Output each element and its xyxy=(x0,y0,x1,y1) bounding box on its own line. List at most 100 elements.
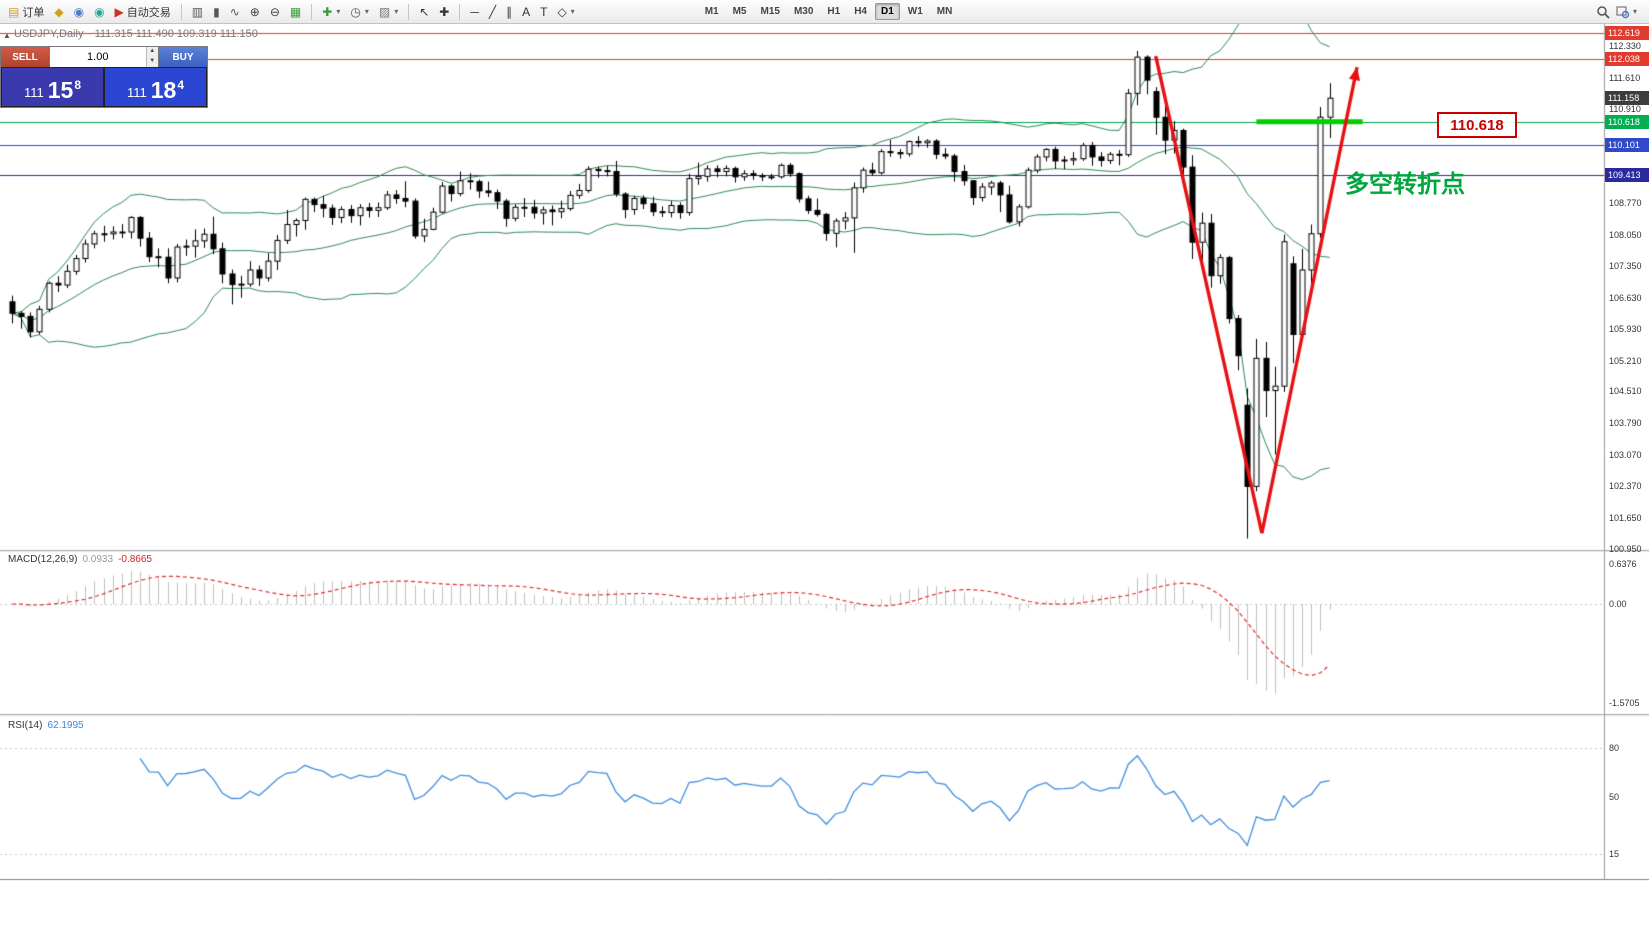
new-chart-button[interactable]: ✚ ▾ xyxy=(318,2,344,22)
timeframe-h4[interactable]: H4 xyxy=(854,6,867,17)
community-button[interactable]: ◉ xyxy=(90,2,108,22)
dropdown-caret-icon: ▾ xyxy=(1632,7,1637,16)
price-axis-tag: 112.038 xyxy=(1605,51,1649,66)
timeframe-m15[interactable]: M15 xyxy=(760,6,780,17)
zoom-out-icon: ⊖ xyxy=(269,4,280,19)
bar-chart-button[interactable]: ▥ xyxy=(188,2,207,22)
timeframe-h1[interactable]: H1 xyxy=(827,6,841,17)
zoom-in-button[interactable]: ⊕ xyxy=(246,2,264,22)
price-axis-tick: 100.950 xyxy=(1609,543,1642,554)
toolbar-separator xyxy=(311,3,313,20)
text-icon: A xyxy=(522,4,531,19)
lot-size-field: ▲ ▼ xyxy=(49,47,159,67)
cursor-button[interactable]: ↖ xyxy=(415,2,433,22)
tile-windows-button[interactable]: ▦ xyxy=(286,2,305,22)
buy-button[interactable]: BUY xyxy=(159,47,207,67)
data-window-button[interactable]: ▾ xyxy=(1616,5,1637,19)
lot-size-input[interactable] xyxy=(50,47,146,67)
sell-price-prefix: 111 xyxy=(23,85,44,101)
lot-increase-button[interactable]: ▲ xyxy=(146,47,158,57)
text-label-button[interactable]: T xyxy=(536,2,551,22)
shapes-button[interactable]: ◇ ▾ xyxy=(553,2,578,22)
lot-decrease-button[interactable]: ▼ xyxy=(146,57,158,67)
zoom-in-icon: ⊕ xyxy=(249,4,260,19)
buy-price-sup: 4 xyxy=(177,78,185,92)
macd-axis-label: -1.5705 xyxy=(1609,697,1640,708)
channel-button[interactable]: ∥ xyxy=(502,2,516,22)
ohlc-values: 111.315 111.490 109.319 111.150 xyxy=(94,28,258,40)
chart-title: USDJPY,Daily 111.315 111.490 109.319 111… xyxy=(14,28,258,40)
auto-trading-icon: ▶ xyxy=(114,4,124,19)
shapes-icon: ◇ xyxy=(557,4,567,19)
line-chart-button[interactable]: ∿ xyxy=(226,2,244,22)
cursor-icon: ↖ xyxy=(419,4,430,19)
dropdown-caret-icon: ▾ xyxy=(336,7,341,16)
horizontal-line-button[interactable]: ─ xyxy=(466,2,483,22)
price-axis[interactable]: 112.330 111.610 110.910 108.770 108.050 107.3… xyxy=(1605,0,1649,947)
chart-wizard-button[interactable]: ◆ xyxy=(50,2,67,22)
community-icon: ◉ xyxy=(94,4,105,19)
line-chart-icon: ∿ xyxy=(229,4,240,19)
collapse-panel-icon[interactable]: ▲ xyxy=(3,31,11,40)
price-axis-tag: 109.413 xyxy=(1605,167,1649,182)
macd-axis-label: 0.00 xyxy=(1609,599,1627,609)
timeframe-m30[interactable]: M30 xyxy=(793,6,814,17)
templates-icon: ▨ xyxy=(378,4,391,19)
price-level-label[interactable]: 110.618 xyxy=(1437,112,1517,138)
price-axis-tick: 108.770 xyxy=(1609,198,1642,209)
timeframe-mn[interactable]: MN xyxy=(936,6,953,17)
timeframe-d1[interactable]: D1 xyxy=(875,3,900,20)
trade-panel-controls: SELL ▲ ▼ BUY xyxy=(1,47,207,67)
dropdown-caret-icon: ▾ xyxy=(570,7,575,16)
search-button[interactable] xyxy=(1596,5,1610,19)
new-chart-icon: ✚ xyxy=(322,4,333,19)
new-order-button-label: 订单 xyxy=(22,6,45,19)
macd-name: MACD(12,26,9) xyxy=(8,554,78,565)
periods-button[interactable]: ◷ ▾ xyxy=(346,2,373,22)
buy-price-big: 18 xyxy=(150,77,177,104)
rsi-axis-label: 50 xyxy=(1609,792,1620,802)
timeframe-buttons: M1 M5 M15 M30 H1 H4 D1 W1 MN xyxy=(699,3,959,20)
lot-spinner: ▲ ▼ xyxy=(145,47,158,67)
crosshair-button[interactable]: ✚ xyxy=(435,2,453,22)
text-label-icon: T xyxy=(540,4,548,19)
price-axis-tick: 111.610 xyxy=(1609,72,1641,83)
one-click-trading-panel: SELL ▲ ▼ BUY 111 15 8 111 18 4 xyxy=(0,46,208,108)
profile-button[interactable]: ◉ xyxy=(70,2,88,22)
zoom-out-button[interactable]: ⊖ xyxy=(266,2,284,22)
price-axis-tag: 111.158 xyxy=(1605,90,1649,105)
buy-price-display[interactable]: 111 18 4 xyxy=(105,68,206,106)
price-axis-tick: 103.070 xyxy=(1609,450,1642,461)
sell-price-sup: 8 xyxy=(74,78,82,92)
auto-trading-button[interactable]: ▶ 自动交易 xyxy=(111,2,175,22)
sell-price-display[interactable]: 111 15 8 xyxy=(2,68,103,106)
toolbar-right: ▾ xyxy=(1596,5,1645,19)
dropdown-caret-icon: ▾ xyxy=(364,7,369,16)
price-axis-tick: 106.630 xyxy=(1609,292,1642,303)
price-axis-tick: 102.370 xyxy=(1609,480,1642,491)
chart-search-icon xyxy=(1616,5,1630,18)
text-button[interactable]: A xyxy=(518,2,534,22)
timeframe-w1[interactable]: W1 xyxy=(907,6,923,17)
price-axis-tick: 107.350 xyxy=(1609,261,1642,272)
price-axis-tick: 108.050 xyxy=(1609,230,1642,241)
price-axis-tag: 112.619 xyxy=(1605,26,1649,41)
toolbar-separator xyxy=(408,3,410,20)
sell-button[interactable]: SELL xyxy=(1,47,49,67)
toolbar-separator xyxy=(180,3,182,20)
price-axis-tag: 110.618 xyxy=(1605,114,1649,129)
templates-button[interactable]: ▨ ▾ xyxy=(375,2,402,22)
candlestick-chart-button[interactable]: ▮ xyxy=(209,2,224,22)
annotation-text[interactable]: 多空转折点 xyxy=(1345,171,1465,198)
toolbar-separator xyxy=(459,3,461,20)
symbol-period-label: USDJPY,Daily xyxy=(14,28,84,40)
new-order-button[interactable]: ▤ 订单 xyxy=(4,2,48,22)
timeframe-m1[interactable]: M1 xyxy=(704,6,719,17)
price-axis-tick: 105.930 xyxy=(1609,323,1642,334)
dropdown-caret-icon: ▾ xyxy=(394,7,399,16)
trendline-button[interactable]: ╱ xyxy=(485,2,500,22)
macd-axis-label: 0.6376 xyxy=(1609,558,1637,569)
timeframe-m5[interactable]: M5 xyxy=(732,6,747,17)
